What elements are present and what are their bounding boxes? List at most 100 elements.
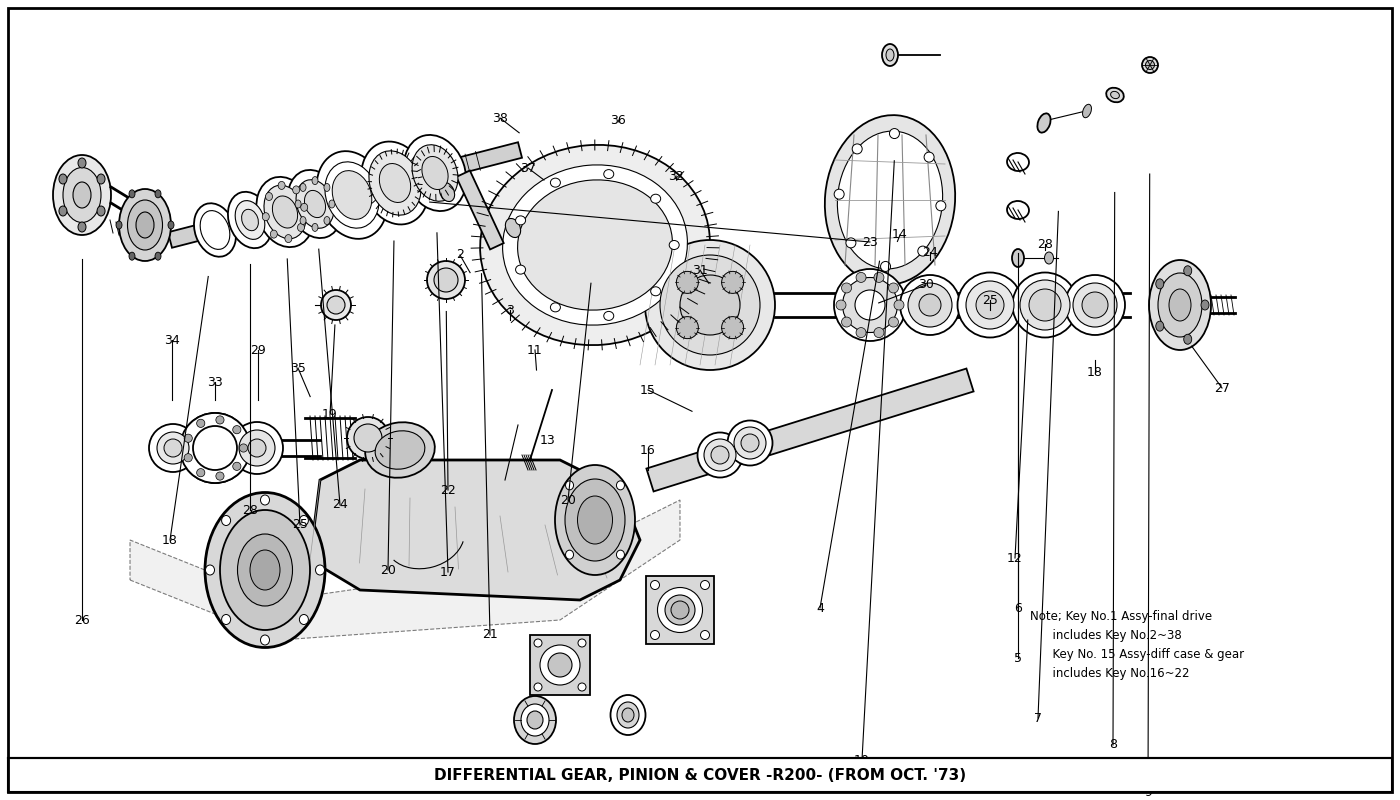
Text: 16: 16 [640,443,655,457]
Ellipse shape [297,223,304,231]
Ellipse shape [270,230,277,238]
Ellipse shape [329,200,335,208]
Ellipse shape [700,630,710,639]
Ellipse shape [195,203,237,257]
Ellipse shape [127,200,162,250]
Ellipse shape [1184,266,1191,276]
Polygon shape [647,369,973,491]
Text: 19: 19 [322,409,337,422]
Ellipse shape [958,273,1022,338]
Ellipse shape [365,422,435,478]
Ellipse shape [1072,283,1117,327]
Text: 37: 37 [519,162,536,174]
Text: 36: 36 [610,114,626,126]
Ellipse shape [837,131,942,269]
Ellipse shape [323,217,330,225]
Ellipse shape [841,283,851,293]
Ellipse shape [248,439,266,457]
Ellipse shape [168,221,174,229]
Ellipse shape [181,413,251,483]
Ellipse shape [734,427,766,459]
Text: 31: 31 [692,263,708,277]
Ellipse shape [78,158,85,168]
Ellipse shape [220,510,309,630]
Ellipse shape [566,481,574,490]
Ellipse shape [645,240,776,370]
Ellipse shape [704,439,736,471]
Ellipse shape [63,167,101,222]
Ellipse shape [895,300,904,310]
Text: 33: 33 [207,375,223,389]
Ellipse shape [554,465,636,575]
Ellipse shape [221,614,231,625]
Ellipse shape [976,291,1004,319]
Ellipse shape [1156,321,1163,331]
Ellipse shape [658,587,703,633]
Ellipse shape [119,189,171,261]
Text: 25: 25 [293,518,308,531]
Ellipse shape [1142,57,1158,73]
Ellipse shape [216,416,224,424]
Ellipse shape [521,704,549,736]
Ellipse shape [136,212,154,238]
Text: 14: 14 [892,229,907,242]
Polygon shape [168,142,522,248]
Ellipse shape [379,163,410,202]
Ellipse shape [206,565,214,575]
Ellipse shape [185,454,192,462]
Ellipse shape [129,252,134,260]
Ellipse shape [881,262,890,271]
Ellipse shape [59,174,67,184]
Ellipse shape [834,189,844,199]
Ellipse shape [610,695,645,735]
Ellipse shape [900,275,960,335]
Ellipse shape [550,303,560,312]
Ellipse shape [1156,279,1163,289]
Text: 27: 27 [1214,382,1231,394]
Text: 17: 17 [440,566,456,578]
Ellipse shape [659,255,760,355]
Text: 11: 11 [528,343,543,357]
Ellipse shape [616,481,624,490]
Ellipse shape [300,515,308,526]
Text: 21: 21 [482,629,498,642]
Ellipse shape [235,201,265,239]
Bar [531,635,589,695]
Ellipse shape [505,218,521,238]
Text: 22: 22 [440,483,456,497]
Ellipse shape [1145,61,1155,70]
Ellipse shape [741,434,759,452]
Ellipse shape [262,213,269,221]
Ellipse shape [129,190,134,198]
Ellipse shape [193,426,237,470]
Ellipse shape [526,711,543,729]
Text: 6: 6 [1014,602,1022,614]
Ellipse shape [855,290,885,320]
Text: 10: 10 [854,754,869,766]
Ellipse shape [53,155,111,235]
Ellipse shape [97,174,105,184]
Ellipse shape [622,708,634,722]
Ellipse shape [427,261,465,299]
Ellipse shape [676,271,699,294]
Ellipse shape [1149,260,1211,350]
Ellipse shape [1021,280,1070,330]
Ellipse shape [265,186,307,238]
Ellipse shape [711,446,729,464]
Text: 35: 35 [290,362,307,374]
Text: 2: 2 [456,249,463,262]
Ellipse shape [616,550,624,559]
Ellipse shape [846,238,855,248]
Ellipse shape [578,639,587,647]
Ellipse shape [1201,300,1210,310]
Ellipse shape [295,200,301,208]
Ellipse shape [909,283,952,327]
Ellipse shape [347,417,389,459]
Text: DIFFERENTIAL GEAR, PINION & COVER -R200- (FROM OCT. '73): DIFFERENTIAL GEAR, PINION & COVER -R200-… [434,769,966,783]
Ellipse shape [533,639,542,647]
Ellipse shape [242,210,259,230]
Ellipse shape [155,190,161,198]
Bar [8,758,1392,792]
Ellipse shape [216,472,224,480]
Text: 9: 9 [1144,786,1152,798]
